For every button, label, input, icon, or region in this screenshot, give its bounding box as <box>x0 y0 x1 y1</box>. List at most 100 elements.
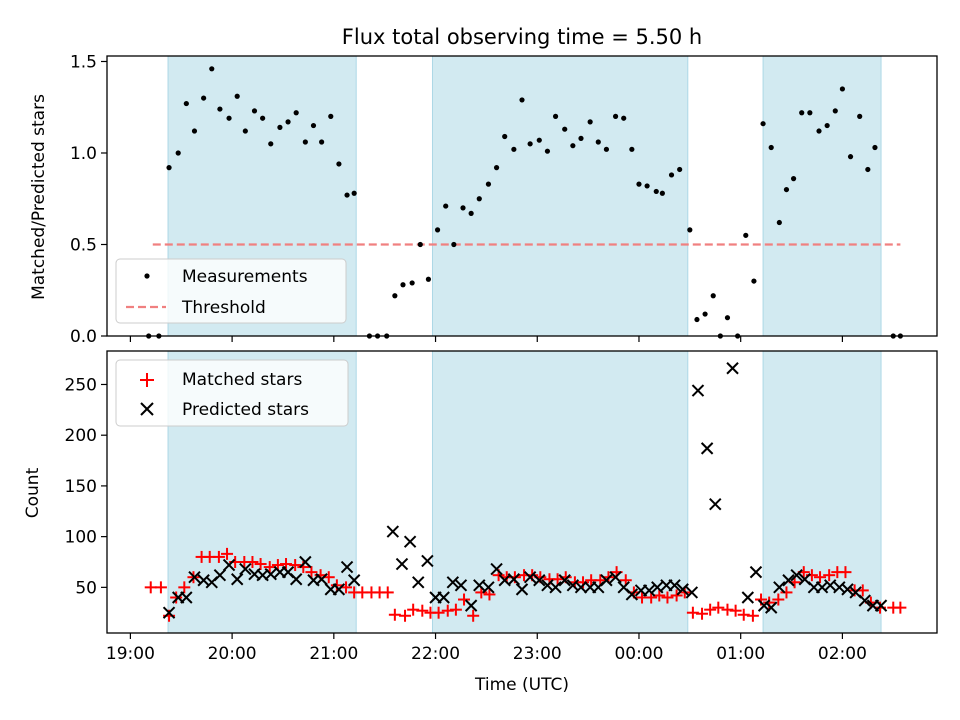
measurement-point <box>425 276 432 282</box>
matched-star-point <box>432 606 445 619</box>
matched-star-point <box>254 558 267 571</box>
predicted-star-point <box>403 535 417 548</box>
measurement-point <box>234 93 240 99</box>
measurement-point <box>519 97 525 103</box>
matched-star-point <box>737 608 750 621</box>
observing-interval-2 <box>431 55 689 337</box>
predicted-star-point <box>773 581 786 594</box>
matched-star-point <box>399 609 412 622</box>
measurement-point <box>392 293 398 299</box>
measurement-point <box>468 210 474 216</box>
ratio-y-tick-label: 0.0 <box>70 327 97 347</box>
x-tick-label: 02:00 <box>818 644 867 664</box>
ratio-y-tick-label: 1.5 <box>70 52 97 72</box>
count-panel: 50 100 150 200 250 19:00 20:00 21:00 22:00 23:00… <box>23 350 938 695</box>
measurement-point <box>824 122 830 129</box>
matched-star-point <box>780 586 793 599</box>
measurement-point <box>285 119 291 125</box>
matched-star-point <box>823 569 836 582</box>
x-tick-label: 22:00 <box>411 644 460 664</box>
predicted-star-point <box>533 574 546 587</box>
predicted-star-point <box>473 579 486 592</box>
matched-star-point <box>721 603 734 616</box>
matched-star-point <box>670 589 683 602</box>
predicted-star-point <box>609 571 622 584</box>
count-y-tick-label: 200 <box>65 426 97 446</box>
predicted-star-point <box>315 573 328 586</box>
predicted-star-point <box>600 574 613 587</box>
predicted-star-point <box>180 591 193 604</box>
matched-star-point <box>894 601 907 614</box>
matched-star-point <box>212 550 225 563</box>
predicted-star-point <box>709 497 722 511</box>
measurement-point <box>872 144 878 151</box>
ratio-legend: Measurements Threshold <box>115 258 347 324</box>
predicted-star-point <box>446 576 460 589</box>
ratio-y-axis-label: Matched/Predicted stars <box>29 94 49 300</box>
measurement-point <box>644 183 650 189</box>
ratio-panel-frame <box>106 55 938 337</box>
measurement-point <box>217 106 223 112</box>
measurement-point <box>400 282 406 288</box>
measurement-point <box>417 241 423 248</box>
matched-star-point <box>263 561 276 574</box>
measurement-point <box>659 190 665 196</box>
x-tick-label: 23:00 <box>513 644 562 664</box>
measurement-point <box>847 154 854 160</box>
matched-star-point <box>712 601 725 614</box>
measurement-point <box>799 110 805 116</box>
predicted-star-point <box>299 555 312 569</box>
matched-star-point <box>772 593 785 606</box>
measurement-point <box>702 311 708 317</box>
measurement-point <box>694 316 700 323</box>
measurement-point <box>302 139 308 145</box>
ratio-y-tick-label: 1.0 <box>70 144 97 164</box>
matched-star-point <box>653 589 666 602</box>
predicted-star-point <box>823 579 837 592</box>
measurement-point <box>816 128 822 134</box>
predicted-star-point <box>332 583 346 596</box>
predicted-star-point <box>289 573 303 586</box>
x-axis-label: Time (UTC) <box>474 675 569 695</box>
measurement-point <box>485 181 492 187</box>
measurement-point <box>653 188 659 195</box>
predicted-star-point <box>507 573 521 586</box>
measurement-point <box>460 205 466 211</box>
measurement-point <box>768 144 774 151</box>
predicted-star-point <box>691 384 705 397</box>
measurement-point <box>677 166 683 173</box>
legend-measurements-label: Measurements <box>182 267 308 287</box>
predicted-star-point <box>412 576 425 589</box>
predicted-star-point <box>782 574 795 587</box>
measurement-point <box>260 115 266 121</box>
count-y-tick-label: 100 <box>65 528 97 548</box>
predicted-star-point <box>874 599 888 612</box>
measurement-point <box>544 148 551 154</box>
predicted-star-point <box>841 583 854 596</box>
predicted-star-point <box>340 560 354 574</box>
predicted-star-point <box>764 601 778 614</box>
matched-star-point <box>467 609 480 622</box>
predicted-star-point <box>454 579 468 592</box>
measurement-point <box>175 150 181 156</box>
measurement-point <box>578 135 584 141</box>
predicted-star-point <box>239 562 252 576</box>
matched-star-point <box>416 604 429 617</box>
measurement-point <box>166 165 172 171</box>
measurement-point <box>536 137 542 143</box>
predicted-star-point <box>347 574 361 587</box>
matched-star-point <box>407 603 420 616</box>
predicted-star-point <box>549 581 562 594</box>
measurement-point <box>226 115 232 121</box>
predicted-star-point <box>790 568 803 582</box>
legend-threshold-label: Threshold <box>181 298 266 318</box>
matched-star-point <box>551 573 564 586</box>
measurement-point <box>344 192 350 198</box>
x-tick-label: 20:00 <box>208 644 257 664</box>
predicted-star-point <box>523 571 537 584</box>
matched-star-point <box>746 609 759 622</box>
matched-star-point <box>839 566 852 579</box>
predicted-star-point <box>858 594 871 607</box>
predicted-star-point <box>464 599 478 612</box>
count-y-tick-label: 250 <box>65 375 97 395</box>
